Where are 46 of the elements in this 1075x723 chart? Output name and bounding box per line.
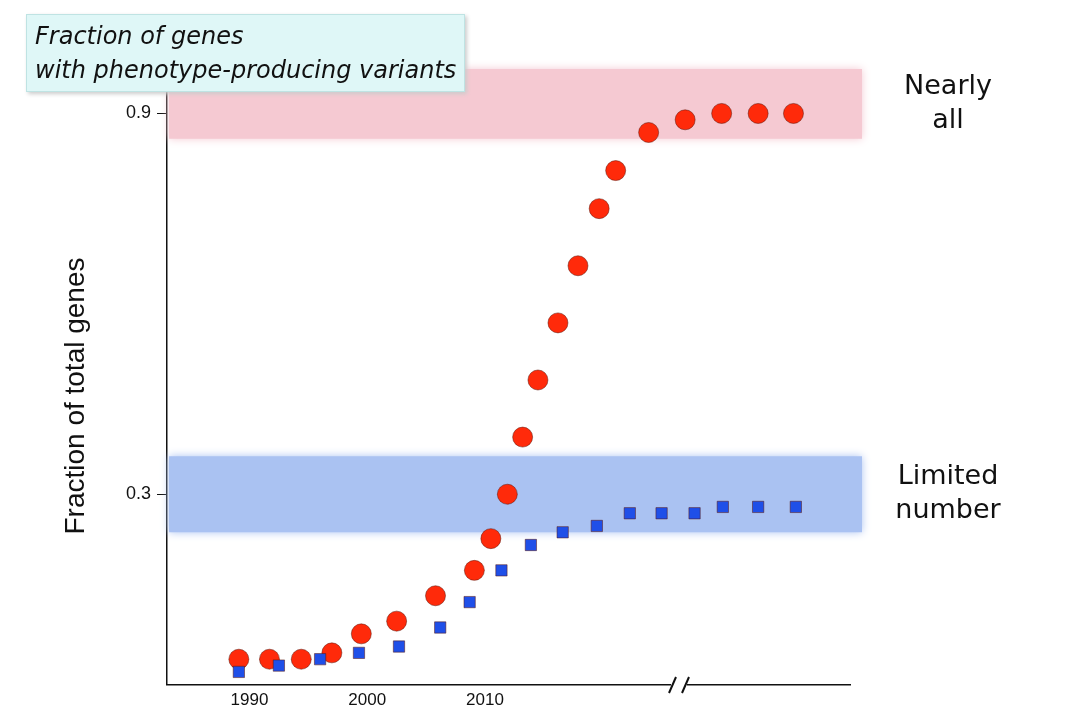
point bbox=[623, 507, 636, 520]
x-tick-label: 1990 bbox=[230, 690, 269, 710]
chart-title: Fraction of genes with phenotype-producing variants bbox=[26, 14, 466, 92]
point bbox=[655, 507, 668, 520]
point bbox=[782, 102, 804, 124]
point bbox=[711, 102, 733, 124]
point bbox=[524, 538, 538, 552]
y-tick-label: 0.3 bbox=[125, 483, 152, 504]
point bbox=[588, 198, 610, 220]
point bbox=[290, 648, 312, 670]
x-tick-label: 2010 bbox=[466, 690, 504, 710]
point bbox=[463, 595, 476, 609]
point bbox=[747, 102, 769, 124]
point bbox=[789, 500, 802, 514]
point bbox=[716, 500, 729, 514]
point bbox=[425, 585, 446, 607]
point bbox=[674, 109, 696, 131]
point bbox=[272, 659, 286, 672]
point bbox=[434, 621, 447, 634]
point bbox=[527, 369, 549, 391]
point bbox=[605, 160, 627, 182]
y-axis-title: Fraction of total genes bbox=[59, 256, 91, 537]
point bbox=[547, 312, 569, 334]
point bbox=[352, 646, 366, 660]
point bbox=[321, 642, 343, 664]
band-label: Limited number bbox=[895, 459, 1002, 525]
point bbox=[556, 526, 569, 539]
point bbox=[228, 648, 250, 670]
point bbox=[512, 426, 534, 448]
point bbox=[688, 507, 701, 520]
x-tick-label: 2000 bbox=[348, 690, 387, 710]
point bbox=[496, 483, 518, 505]
point bbox=[567, 255, 589, 277]
point bbox=[232, 665, 246, 679]
point bbox=[313, 653, 327, 666]
point bbox=[751, 500, 765, 514]
point bbox=[386, 610, 408, 632]
point bbox=[590, 519, 603, 533]
point bbox=[495, 564, 508, 577]
point bbox=[638, 122, 660, 143]
band-label: Nearly all bbox=[904, 68, 992, 134]
y-tick-label: 0.9 bbox=[125, 102, 152, 123]
point bbox=[350, 623, 372, 645]
point bbox=[480, 528, 502, 550]
point bbox=[392, 640, 406, 653]
point bbox=[463, 559, 485, 581]
